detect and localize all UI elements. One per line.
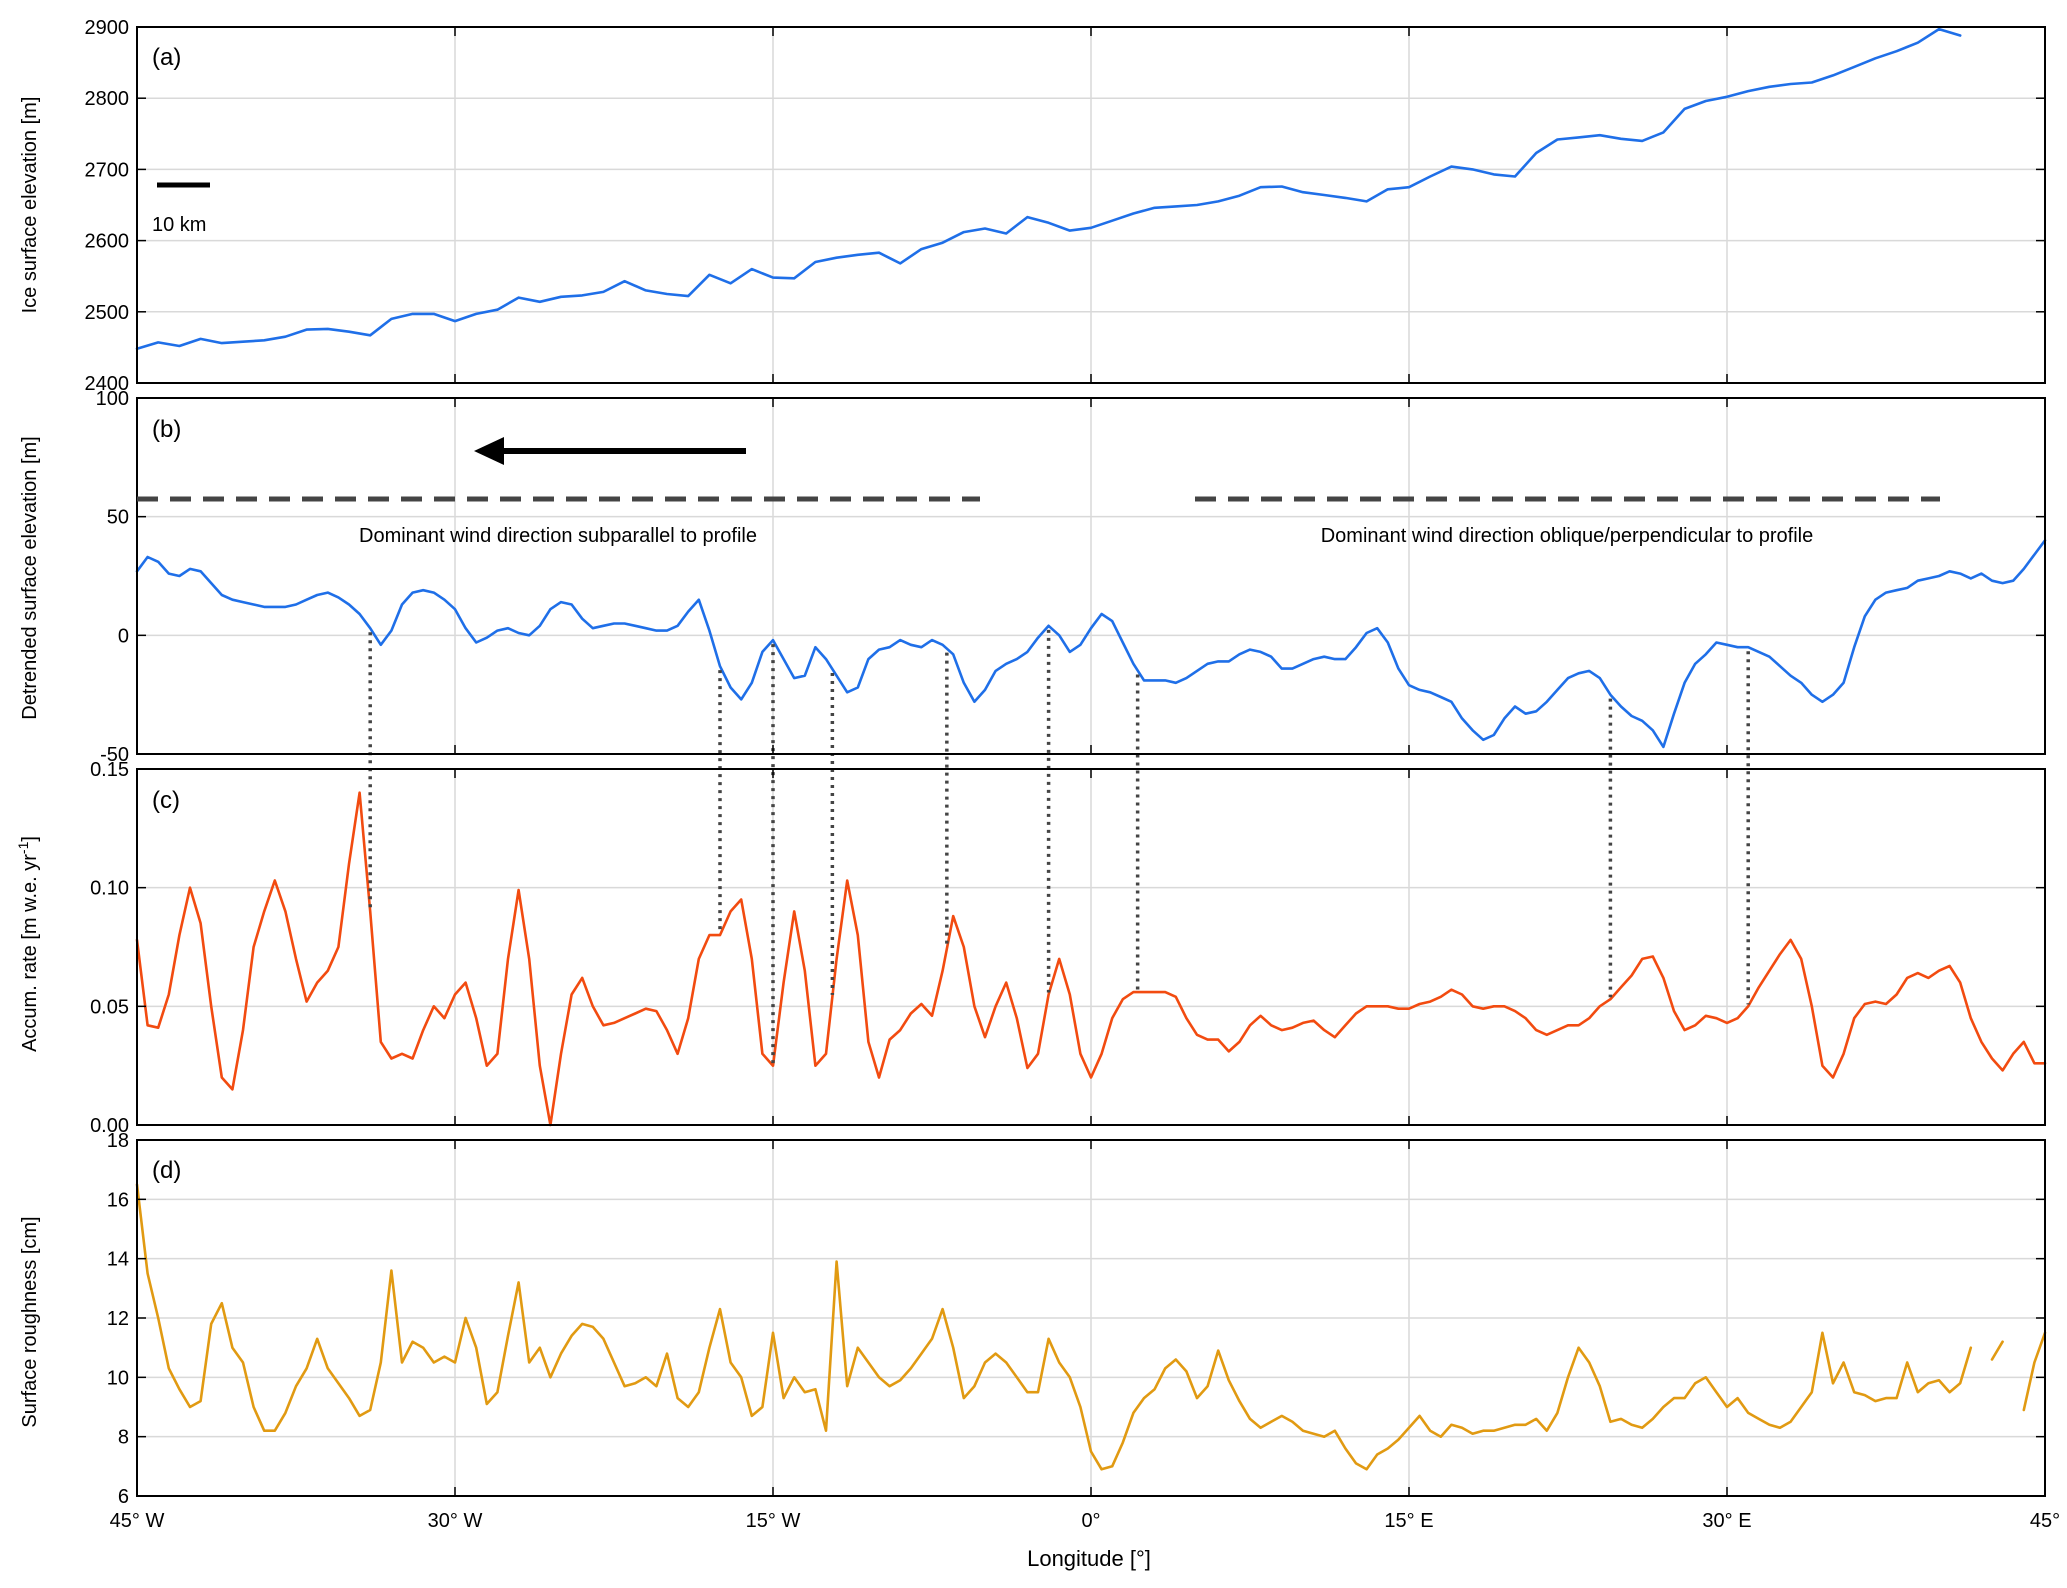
axes-frame-c xyxy=(136,768,2046,1126)
series-line-d xyxy=(135,1183,2047,1471)
y-tick-label-d-0: 6 xyxy=(118,1486,129,1508)
x-tick-label-4: 15° E xyxy=(1384,1510,1433,1532)
y-tick-label-d-5: 16 xyxy=(107,1189,129,1211)
x-tick-label-0: 45° W xyxy=(110,1510,165,1532)
y-axis-label-b: Detrended surface elevation [m] xyxy=(19,436,41,720)
scale-bar-label: 10 km xyxy=(152,214,206,236)
y-tick-label-b-3: 100 xyxy=(96,388,129,410)
x-tick-label-5: 30° E xyxy=(1702,1510,1751,1532)
x-tick-label-2: 15° W xyxy=(746,1510,801,1532)
y-tick-label-c-1: 0.05 xyxy=(90,996,129,1018)
series-line-b xyxy=(135,539,2047,749)
y-tick-label-c-2: 0.10 xyxy=(90,878,129,900)
x-tick-label-3: 0° xyxy=(1081,1510,1100,1532)
panel-label-d: (d) xyxy=(152,1157,181,1184)
y-tick-label-d-2: 10 xyxy=(107,1367,129,1389)
y-tick-label-b-2: 50 xyxy=(107,507,129,529)
series-line-a xyxy=(135,27,1962,351)
x-tick-label-6: 45° xyxy=(2030,1510,2060,1532)
wind-annotation-left: Dominant wind direction subparallel to p… xyxy=(359,525,757,547)
y-axis-label-d: Surface roughness [cm] xyxy=(19,1216,41,1427)
y-axis-label-c: Accum. rate [m w.e. yr-1] xyxy=(15,836,41,1052)
annotation-layer xyxy=(368,629,1750,1064)
y-axis-label-c-sup: -1 xyxy=(15,841,31,854)
panel-label-b: (b) xyxy=(152,416,181,443)
series-line-c xyxy=(135,791,2047,1127)
series-layer xyxy=(135,27,2047,1471)
axes-frame-b xyxy=(136,397,2046,755)
y-axis-label-a: Ice surface elevation [m] xyxy=(19,97,41,314)
wind-annotation-right: Dominant wind direction oblique/perpendi… xyxy=(1321,525,1814,547)
y-tick-label-a-0: 2400 xyxy=(85,373,130,395)
y-tick-label-d-6: 18 xyxy=(107,1130,129,1152)
y-tick-label-b-1: 0 xyxy=(118,625,129,647)
y-axis-label-c-main: Accum. rate [m w.e. yr xyxy=(19,854,41,1052)
panel-label-a: (a) xyxy=(152,44,181,71)
x-tick-label-1: 30° W xyxy=(428,1510,483,1532)
y-tick-label-c-3: 0.15 xyxy=(90,759,129,781)
axes-frame-a xyxy=(136,26,2046,384)
x-axis-label: Longitude [°] xyxy=(1027,1546,1151,1571)
wind-direction-arrow-head xyxy=(474,437,504,465)
y-tick-label-d-1: 8 xyxy=(118,1427,129,1449)
y-tick-label-d-4: 14 xyxy=(107,1249,129,1271)
y-axis-label-c-end: ] xyxy=(19,836,41,842)
tick-labels-layer: 2400 2500 2600 2700 2800 2900 -50 0 50 100 0.00 0.0… xyxy=(85,17,2061,1532)
grid-layer xyxy=(136,26,2046,1497)
y-tick-label-a-4: 2800 xyxy=(85,88,130,110)
y-tick-label-b-0: -50 xyxy=(100,744,129,766)
y-tick-label-a-5: 2900 xyxy=(85,17,130,39)
panel-label-c: (c) xyxy=(152,787,180,814)
y-tick-label-a-2: 2600 xyxy=(85,231,130,253)
y-tick-label-a-3: 2700 xyxy=(85,159,130,181)
y-tick-label-d-3: 12 xyxy=(107,1308,129,1330)
y-tick-label-c-0: 0.00 xyxy=(90,1115,129,1137)
y-tick-label-a-1: 2500 xyxy=(85,302,130,324)
axes-frames xyxy=(136,26,2046,1497)
axes-frame-d xyxy=(136,1139,2046,1497)
